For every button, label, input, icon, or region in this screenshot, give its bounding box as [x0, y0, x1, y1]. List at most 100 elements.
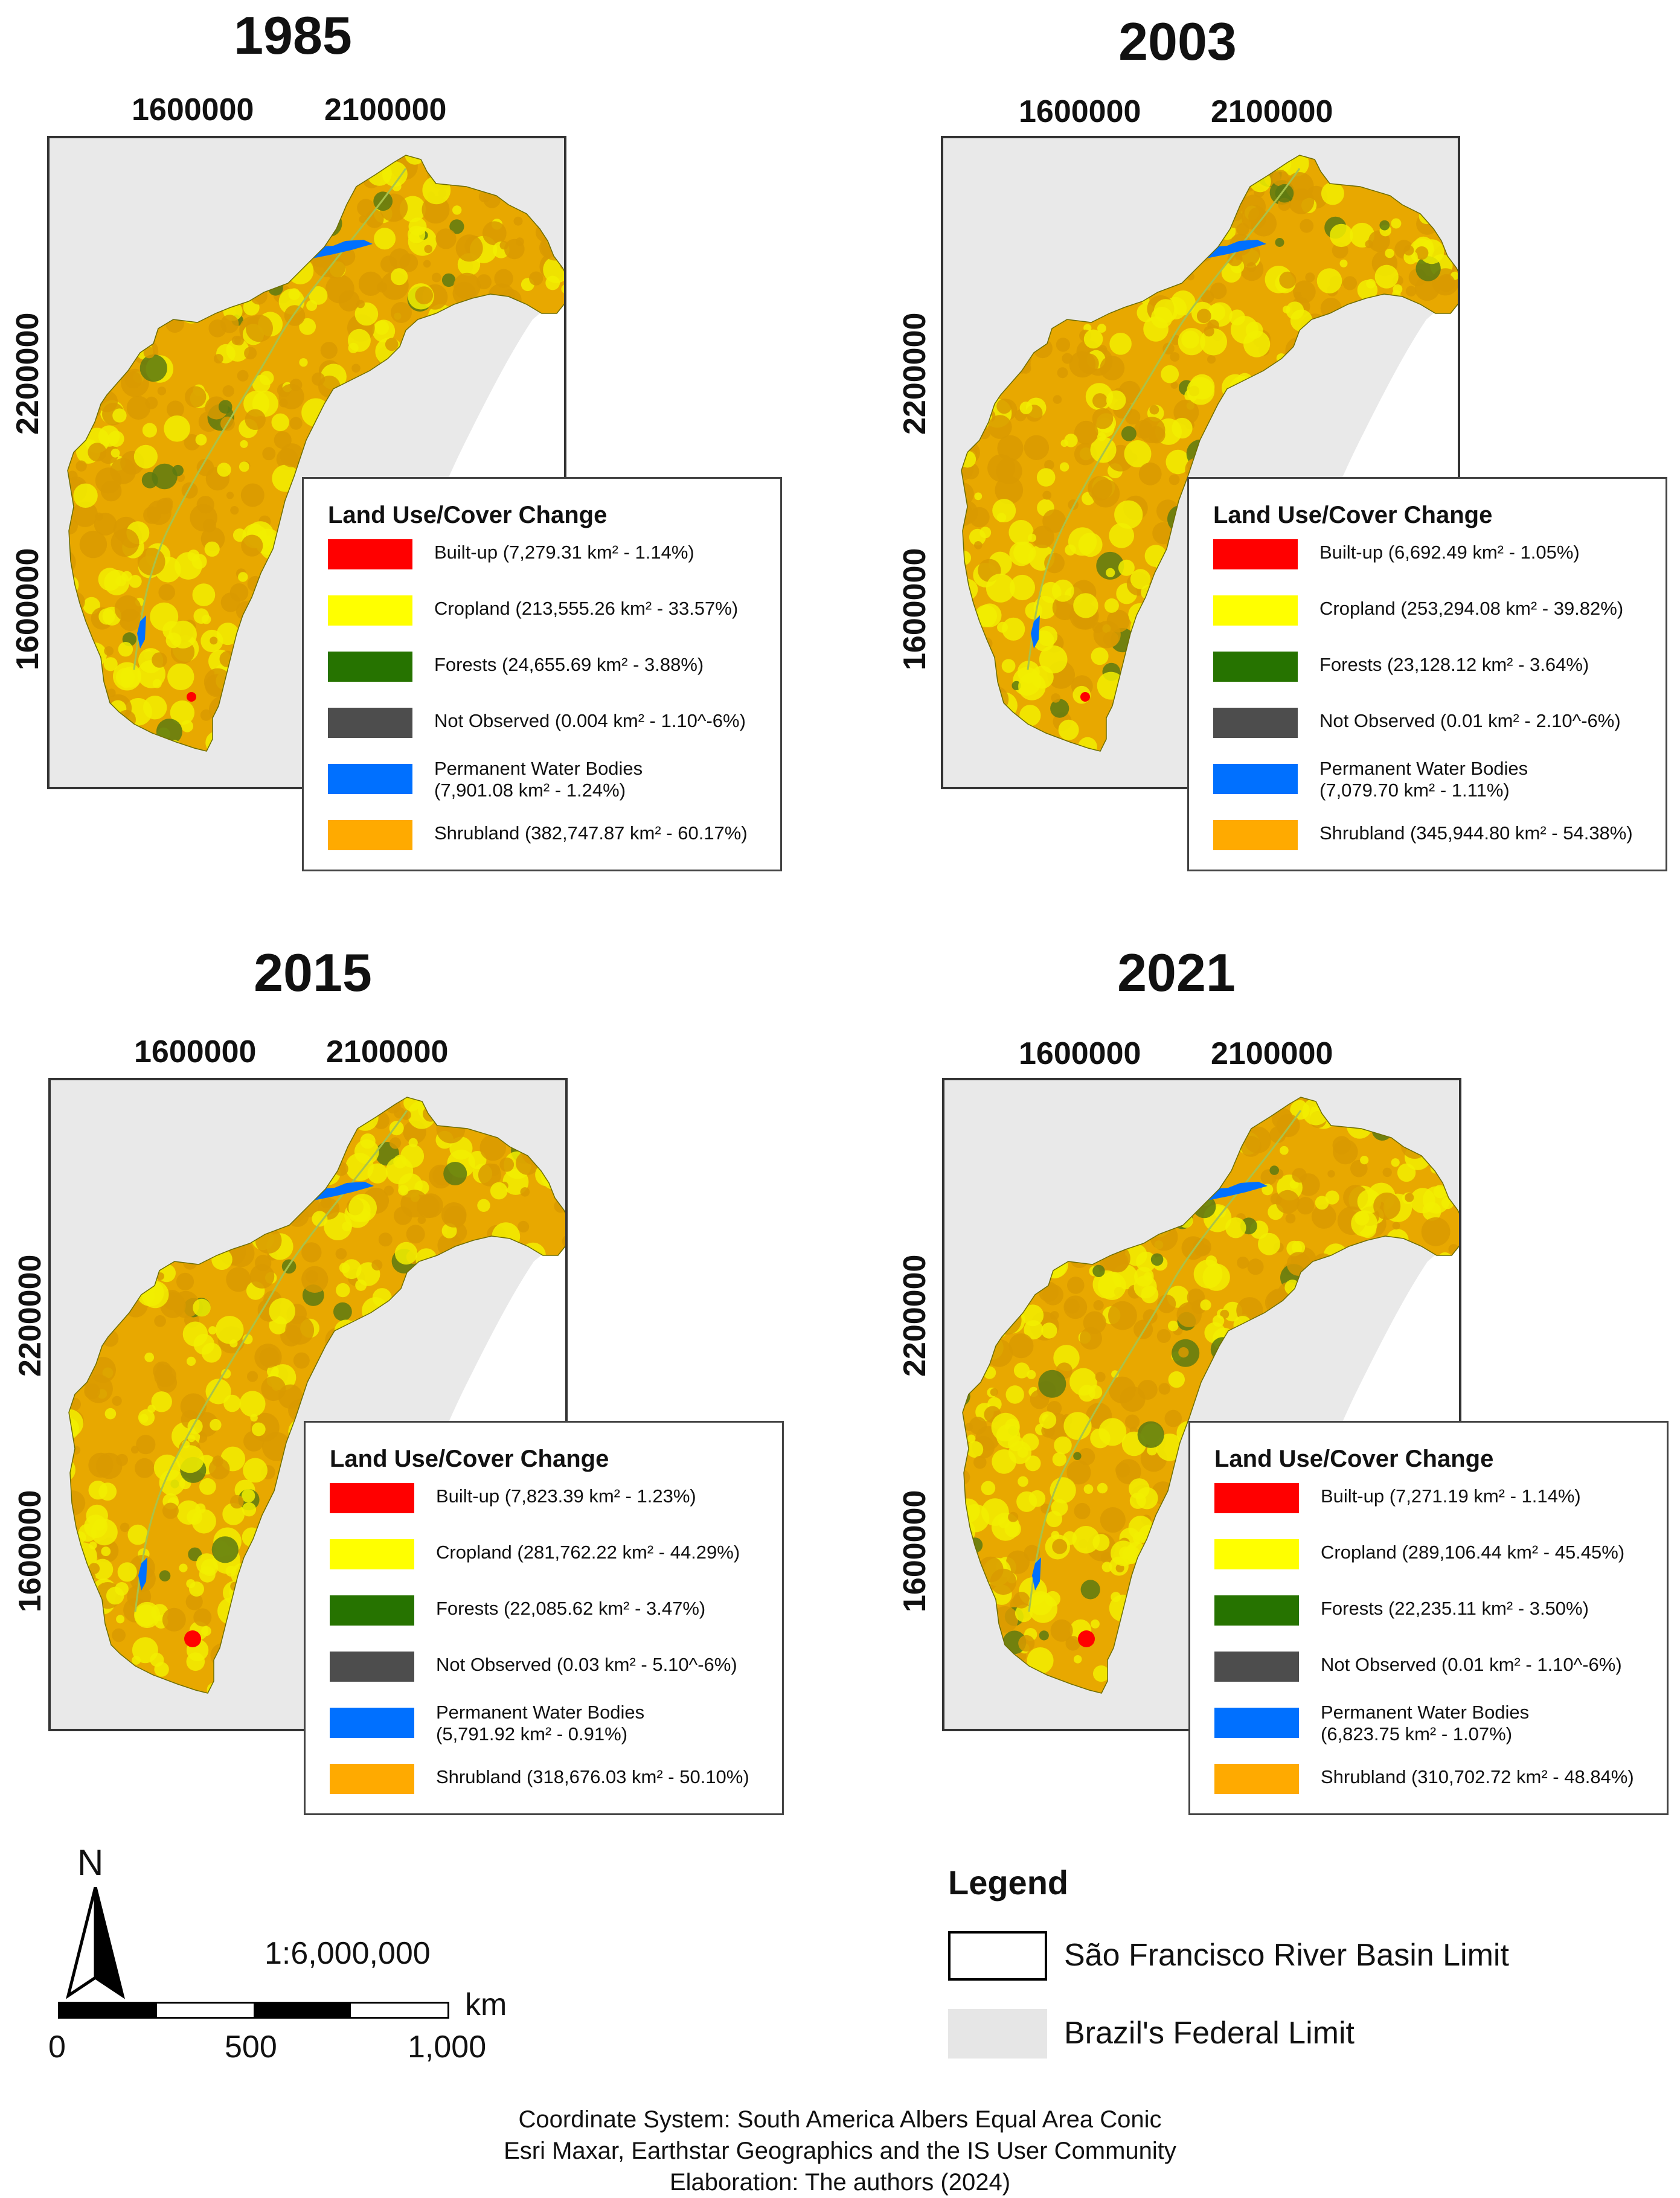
legend-item-label: Forests (23,128.12 km² - 3.64%) — [1319, 654, 1589, 675]
legend-item-label: Shrubland (310,702.72 km² - 48.84%) — [1321, 1766, 1634, 1787]
x-tick-label: 2100000 — [326, 1034, 449, 1069]
legend-item-label: Permanent Water Bodies (5,791.92 km² - 0.… — [436, 1702, 645, 1745]
panel-year-title: 2015 — [254, 943, 372, 1002]
legend-item-cropland: Cropland (213,555.26 km² - 33.57%) — [328, 593, 775, 629]
legend-item-shrubland: Shrubland (382,747.87 km² - 60.17%) — [328, 818, 775, 854]
scale-bar — [58, 2002, 449, 2019]
legend-item-shrubland: Shrubland (310,702.72 km² - 48.84%) — [1214, 1761, 1661, 1798]
basin-limit-swatch — [948, 1931, 1047, 1981]
legend-item-not-observed: Not Observed (0.03 km² - 5.10^-6%) — [330, 1649, 777, 1685]
scale-segment — [156, 2004, 254, 2017]
not-observed-swatch — [330, 1652, 414, 1682]
y-tick-label: 2200000 — [13, 1254, 48, 1377]
water-swatch — [328, 764, 412, 794]
legend-item-water: Permanent Water Bodies (5,791.92 km² - 0.… — [330, 1702, 777, 1745]
land-cover-legend: Land Use/Cover Change Built-up (7,823.39… — [304, 1421, 784, 1815]
scale-segment — [60, 2004, 157, 2017]
basin-limit-label: São Francisco River Basin Limit — [1064, 1938, 1509, 1973]
legend-item-built-up: Built-up (6,692.49 km² - 1.05%) — [1213, 537, 1660, 573]
scale-label-1000: 1,000 — [408, 2030, 487, 2065]
legend-item-built-up: Built-up (7,271.19 km² - 1.14%) — [1214, 1481, 1661, 1517]
north-arrow-shape — [66, 1887, 125, 1999]
legend-item-water: Permanent Water Bodies (7,901.08 km² - 1.… — [328, 758, 775, 801]
legend-item-label: Permanent Water Bodies (7,079.70 km² - 1.… — [1319, 758, 1528, 801]
land-cover-legend: Land Use/Cover Change Built-up (7,271.19… — [1188, 1421, 1669, 1815]
y-tick-label: 2200000 — [897, 1254, 932, 1377]
federal-limit-label: Brazil's Federal Limit — [1064, 2016, 1355, 2051]
legend-item-forests: Forests (24,655.69 km² - 3.88%) — [328, 649, 775, 685]
panel-year-title: 1985 — [234, 5, 352, 65]
legend-item-cropland: Cropland (253,294.08 km² - 39.82%) — [1213, 593, 1660, 629]
shrubland-swatch — [1214, 1764, 1299, 1794]
basin-outline — [68, 1097, 565, 1694]
legend-title: Land Use/Cover Change — [328, 502, 608, 528]
land-cover-legend: Land Use/Cover Change Built-up (7,279.31… — [302, 477, 782, 871]
x-tick-label: 2100000 — [1211, 94, 1333, 129]
urban-area — [184, 1630, 201, 1647]
legend-item-forests: Forests (22,085.62 km² - 3.47%) — [330, 1593, 777, 1629]
urban-area — [187, 692, 196, 702]
legend-item-water: Permanent Water Bodies (6,823.75 km² - 1.… — [1214, 1702, 1661, 1745]
legend-item-label: Permanent Water Bodies (6,823.75 km² - 1.… — [1321, 1702, 1530, 1745]
not-observed-swatch — [328, 708, 412, 738]
map-panel-1985: 1985 1600000 2100000 2200000 1600000 Lan… — [0, 0, 785, 906]
scale-segment — [254, 2004, 351, 2017]
x-tick-label: 2100000 — [324, 92, 447, 127]
map-panel-2015: 2015 1600000 2100000 2200000 1600000 Lan… — [0, 942, 785, 1848]
built-up-swatch — [328, 539, 412, 569]
y-tick-label: 2200000 — [897, 312, 932, 435]
legend-item-label: Permanent Water Bodies (7,901.08 km² - 1.… — [434, 758, 643, 801]
water-swatch — [1214, 1708, 1299, 1738]
built-up-swatch — [1213, 539, 1298, 569]
legend-title: Land Use/Cover Change — [330, 1446, 609, 1472]
cropland-swatch — [330, 1539, 414, 1569]
coordinate-system-text: Coordinate System: South America Albers … — [518, 2106, 1162, 2133]
legend-item-label: Forests (24,655.69 km² - 3.88%) — [434, 654, 704, 675]
panel-year-title: 2003 — [1118, 11, 1237, 71]
legend-item-label: Built-up (6,692.49 km² - 1.05%) — [1319, 542, 1580, 563]
map-credits: Coordinate System: South America Albers … — [0, 2104, 1680, 2198]
shrubland-swatch — [328, 820, 412, 850]
built-up-swatch — [1214, 1483, 1299, 1513]
legend-item-not-observed: Not Observed (0.01 km² - 1.10^-6%) — [1214, 1649, 1661, 1685]
x-tick-label: 1600000 — [134, 1034, 257, 1069]
basin-outline — [962, 1097, 1459, 1694]
y-tick-label: 1600000 — [13, 1490, 48, 1612]
water-swatch — [330, 1708, 414, 1738]
forests-swatch — [328, 652, 412, 682]
legend-item-built-up: Built-up (7,823.39 km² - 1.23%) — [330, 1481, 777, 1517]
x-tick-label: 1600000 — [1019, 1036, 1141, 1071]
legend-item-label: Cropland (281,762.22 km² - 44.29%) — [436, 1542, 740, 1563]
cropland-swatch — [328, 595, 412, 626]
federal-limit-swatch — [948, 2009, 1047, 2059]
north-label: N — [77, 1842, 104, 1883]
legend-item-label: Built-up (7,279.31 km² - 1.14%) — [434, 542, 694, 563]
x-tick-label: 1600000 — [1019, 94, 1141, 129]
land-cover-legend: Land Use/Cover Change Built-up (6,692.49… — [1187, 477, 1667, 871]
legend-item-label: Not Observed (0.01 km² - 2.10^-6%) — [1319, 710, 1621, 731]
x-tick-label: 2100000 — [1211, 1036, 1333, 1071]
not-observed-swatch — [1213, 708, 1298, 738]
cropland-swatch — [1214, 1539, 1299, 1569]
basin-map — [962, 1097, 1459, 1694]
y-tick-label: 2200000 — [10, 312, 45, 435]
map-panel-2021: 2021 1600000 2100000 2200000 1600000 Lan… — [885, 942, 1670, 1848]
legend-item-label: Cropland (289,106.44 km² - 45.45%) — [1321, 1542, 1625, 1563]
legend-title: Land Use/Cover Change — [1214, 1446, 1494, 1472]
north-arrow-icon: N — [47, 1842, 138, 1999]
legend-item-shrubland: Shrubland (318,676.03 km² - 50.10%) — [330, 1761, 777, 1798]
urban-area — [1078, 1630, 1095, 1647]
main-legend-title: Legend — [948, 1863, 1069, 1902]
basin-outline — [67, 155, 564, 752]
legend-title: Land Use/Cover Change — [1213, 502, 1493, 528]
legend-item-label: Forests (22,235.11 km² - 3.50%) — [1321, 1598, 1589, 1619]
built-up-swatch — [330, 1483, 414, 1513]
basemap-credit-text: Esri Maxar, Earthstar Geographics and th… — [504, 2138, 1176, 2164]
legend-item-shrubland: Shrubland (345,944.80 km² - 54.38%) — [1213, 818, 1660, 854]
cropland-swatch — [1213, 595, 1298, 626]
y-tick-label: 1600000 — [897, 1490, 932, 1612]
x-tick-label: 1600000 — [132, 92, 254, 127]
legend-item-water: Permanent Water Bodies (7,079.70 km² - 1.… — [1213, 758, 1660, 801]
legend-item-label: Built-up (7,823.39 km² - 1.23%) — [436, 1485, 696, 1507]
shrubland-swatch — [330, 1764, 414, 1794]
